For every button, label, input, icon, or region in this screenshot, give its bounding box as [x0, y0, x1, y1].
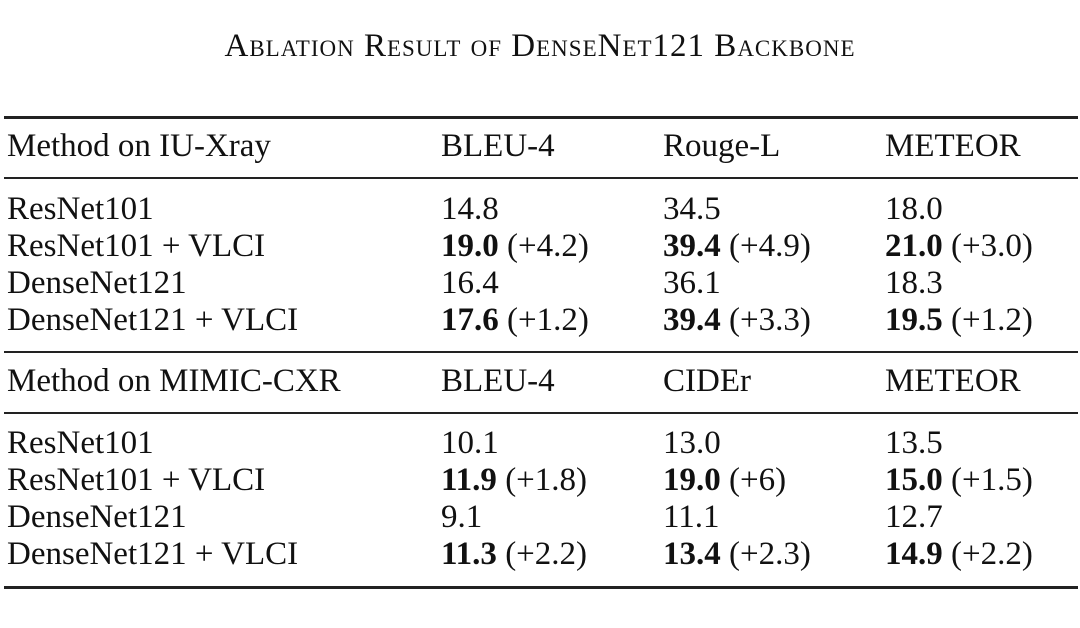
header-row-iu-xray: Method on IU-Xray BLEU-4 Rouge-L METEOR: [0, 128, 1080, 164]
score-value: 34.5: [663, 191, 721, 227]
score-delta: (+3.0): [951, 228, 1033, 264]
header-metric-2: Rouge-L: [663, 128, 781, 164]
score-delta: (+2.2): [951, 536, 1033, 572]
score-delta: (+3.3): [729, 302, 811, 338]
value-cell: 15.0 (+1.5): [885, 462, 1033, 498]
value-cell: 9.1: [441, 499, 482, 535]
score-value: 9.1: [441, 499, 483, 535]
value-cell: 19.0 (+6): [663, 462, 786, 498]
header-row-mimic-cxr: Method on MIMIC-CXR BLEU-4 CIDEr METEOR: [0, 363, 1080, 399]
method-cell: ResNet101: [7, 191, 154, 227]
score-value: 39.4: [663, 302, 721, 338]
value-cell: 11.3 (+2.2): [441, 536, 587, 572]
section-divider-rule: [4, 351, 1078, 353]
score-value: 18.3: [885, 265, 943, 301]
method-cell: DenseNet121 + VLCI: [7, 302, 299, 338]
value-cell: 14.9 (+2.2): [885, 536, 1033, 572]
top-rule: [4, 116, 1078, 119]
table-row: DenseNet121 16.4 36.1 18.3: [0, 265, 1080, 301]
score-delta: (+6): [729, 462, 787, 498]
value-cell: 10.1: [441, 425, 499, 461]
table-row: ResNet101 10.1 13.0 13.5: [0, 425, 1080, 461]
header-rule-1: [4, 177, 1078, 179]
score-value: 36.1: [663, 265, 721, 301]
score-value: 14.8: [441, 191, 499, 227]
score-delta: (+4.2): [507, 228, 589, 264]
value-cell: 21.0 (+3.0): [885, 228, 1033, 264]
value-cell: 13.5: [885, 425, 943, 461]
score-value: 19.5: [885, 302, 943, 338]
value-cell: 18.0: [885, 191, 943, 227]
score-value: 21.0: [885, 228, 943, 264]
score-delta: (+1.2): [507, 302, 589, 338]
value-cell: 39.4 (+4.9): [663, 228, 811, 264]
value-cell: 34.5: [663, 191, 721, 227]
method-cell: DenseNet121 + VLCI: [7, 536, 299, 572]
score-value: 13.5: [885, 425, 943, 461]
score-value: 15.0: [885, 462, 943, 498]
header-rule-2: [4, 412, 1078, 414]
score-delta: (+2.2): [505, 536, 588, 572]
score-value: 19.0: [441, 228, 499, 264]
table-caption: Ablation Result of DenseNet121 Backbone: [224, 28, 856, 64]
score-value: 13.4: [663, 536, 721, 572]
method-cell: ResNet101 + VLCI: [7, 228, 266, 264]
table-row: ResNet101 14.8 34.5 18.0: [0, 191, 1080, 227]
score-delta: (+4.9): [729, 228, 811, 264]
method-cell: DenseNet121: [7, 265, 187, 301]
value-cell: 14.8: [441, 191, 499, 227]
header-method: Method on MIMIC-CXR: [7, 363, 341, 399]
score-value: 17.6: [441, 302, 499, 338]
score-value: 13.0: [663, 425, 721, 461]
score-value: 39.4: [663, 228, 721, 264]
score-value: 18.0: [885, 191, 943, 227]
value-cell: 18.3: [885, 265, 943, 301]
table-row: ResNet101 + VLCI 19.0 (+4.2) 39.4 (+4.9)…: [0, 228, 1080, 264]
header-metric-1: BLEU-4: [441, 363, 555, 399]
table-row: DenseNet121 9.1 11.1 12.7: [0, 499, 1080, 535]
score-value: 16.4: [441, 265, 499, 301]
value-cell: 19.5 (+1.2): [885, 302, 1033, 338]
value-cell: 13.0: [663, 425, 721, 461]
value-cell: 39.4 (+3.3): [663, 302, 811, 338]
value-cell: 17.6 (+1.2): [441, 302, 589, 338]
value-cell: 19.0 (+4.2): [441, 228, 589, 264]
method-cell: ResNet101 + VLCI: [7, 462, 266, 498]
score-value: 11.9: [441, 462, 497, 498]
value-cell: 12.7: [885, 499, 943, 535]
value-cell: 11.9 (+1.8): [441, 462, 587, 498]
score-value: 10.1: [441, 425, 499, 461]
table-row: ResNet101 + VLCI 11.9 (+1.8) 19.0 (+6) 1…: [0, 462, 1080, 498]
method-cell: DenseNet121: [7, 499, 187, 535]
score-delta: (+1.5): [951, 462, 1033, 498]
header-metric-3: METEOR: [885, 363, 1021, 399]
score-delta: (+2.3): [729, 536, 811, 572]
header-metric-2: CIDEr: [663, 363, 751, 399]
score-delta: (+1.8): [505, 462, 588, 498]
score-value: 11.3: [441, 536, 497, 572]
value-cell: 11.1: [663, 499, 720, 535]
value-cell: 16.4: [441, 265, 499, 301]
header-metric-3: METEOR: [885, 128, 1021, 164]
value-cell: 13.4 (+2.3): [663, 536, 811, 572]
score-value: 11.1: [663, 499, 720, 535]
method-cell: ResNet101: [7, 425, 154, 461]
header-method: Method on IU-Xray: [7, 128, 271, 164]
score-delta: (+1.2): [951, 302, 1033, 338]
score-value: 19.0: [663, 462, 721, 498]
score-value: 12.7: [885, 499, 943, 535]
header-metric-1: BLEU-4: [441, 128, 555, 164]
table-row: DenseNet121 + VLCI 17.6 (+1.2) 39.4 (+3.…: [0, 302, 1080, 338]
value-cell: 36.1: [663, 265, 721, 301]
table-row: DenseNet121 + VLCI 11.3 (+2.2) 13.4 (+2.…: [0, 536, 1080, 572]
bottom-rule: [4, 586, 1078, 589]
score-value: 14.9: [885, 536, 943, 572]
